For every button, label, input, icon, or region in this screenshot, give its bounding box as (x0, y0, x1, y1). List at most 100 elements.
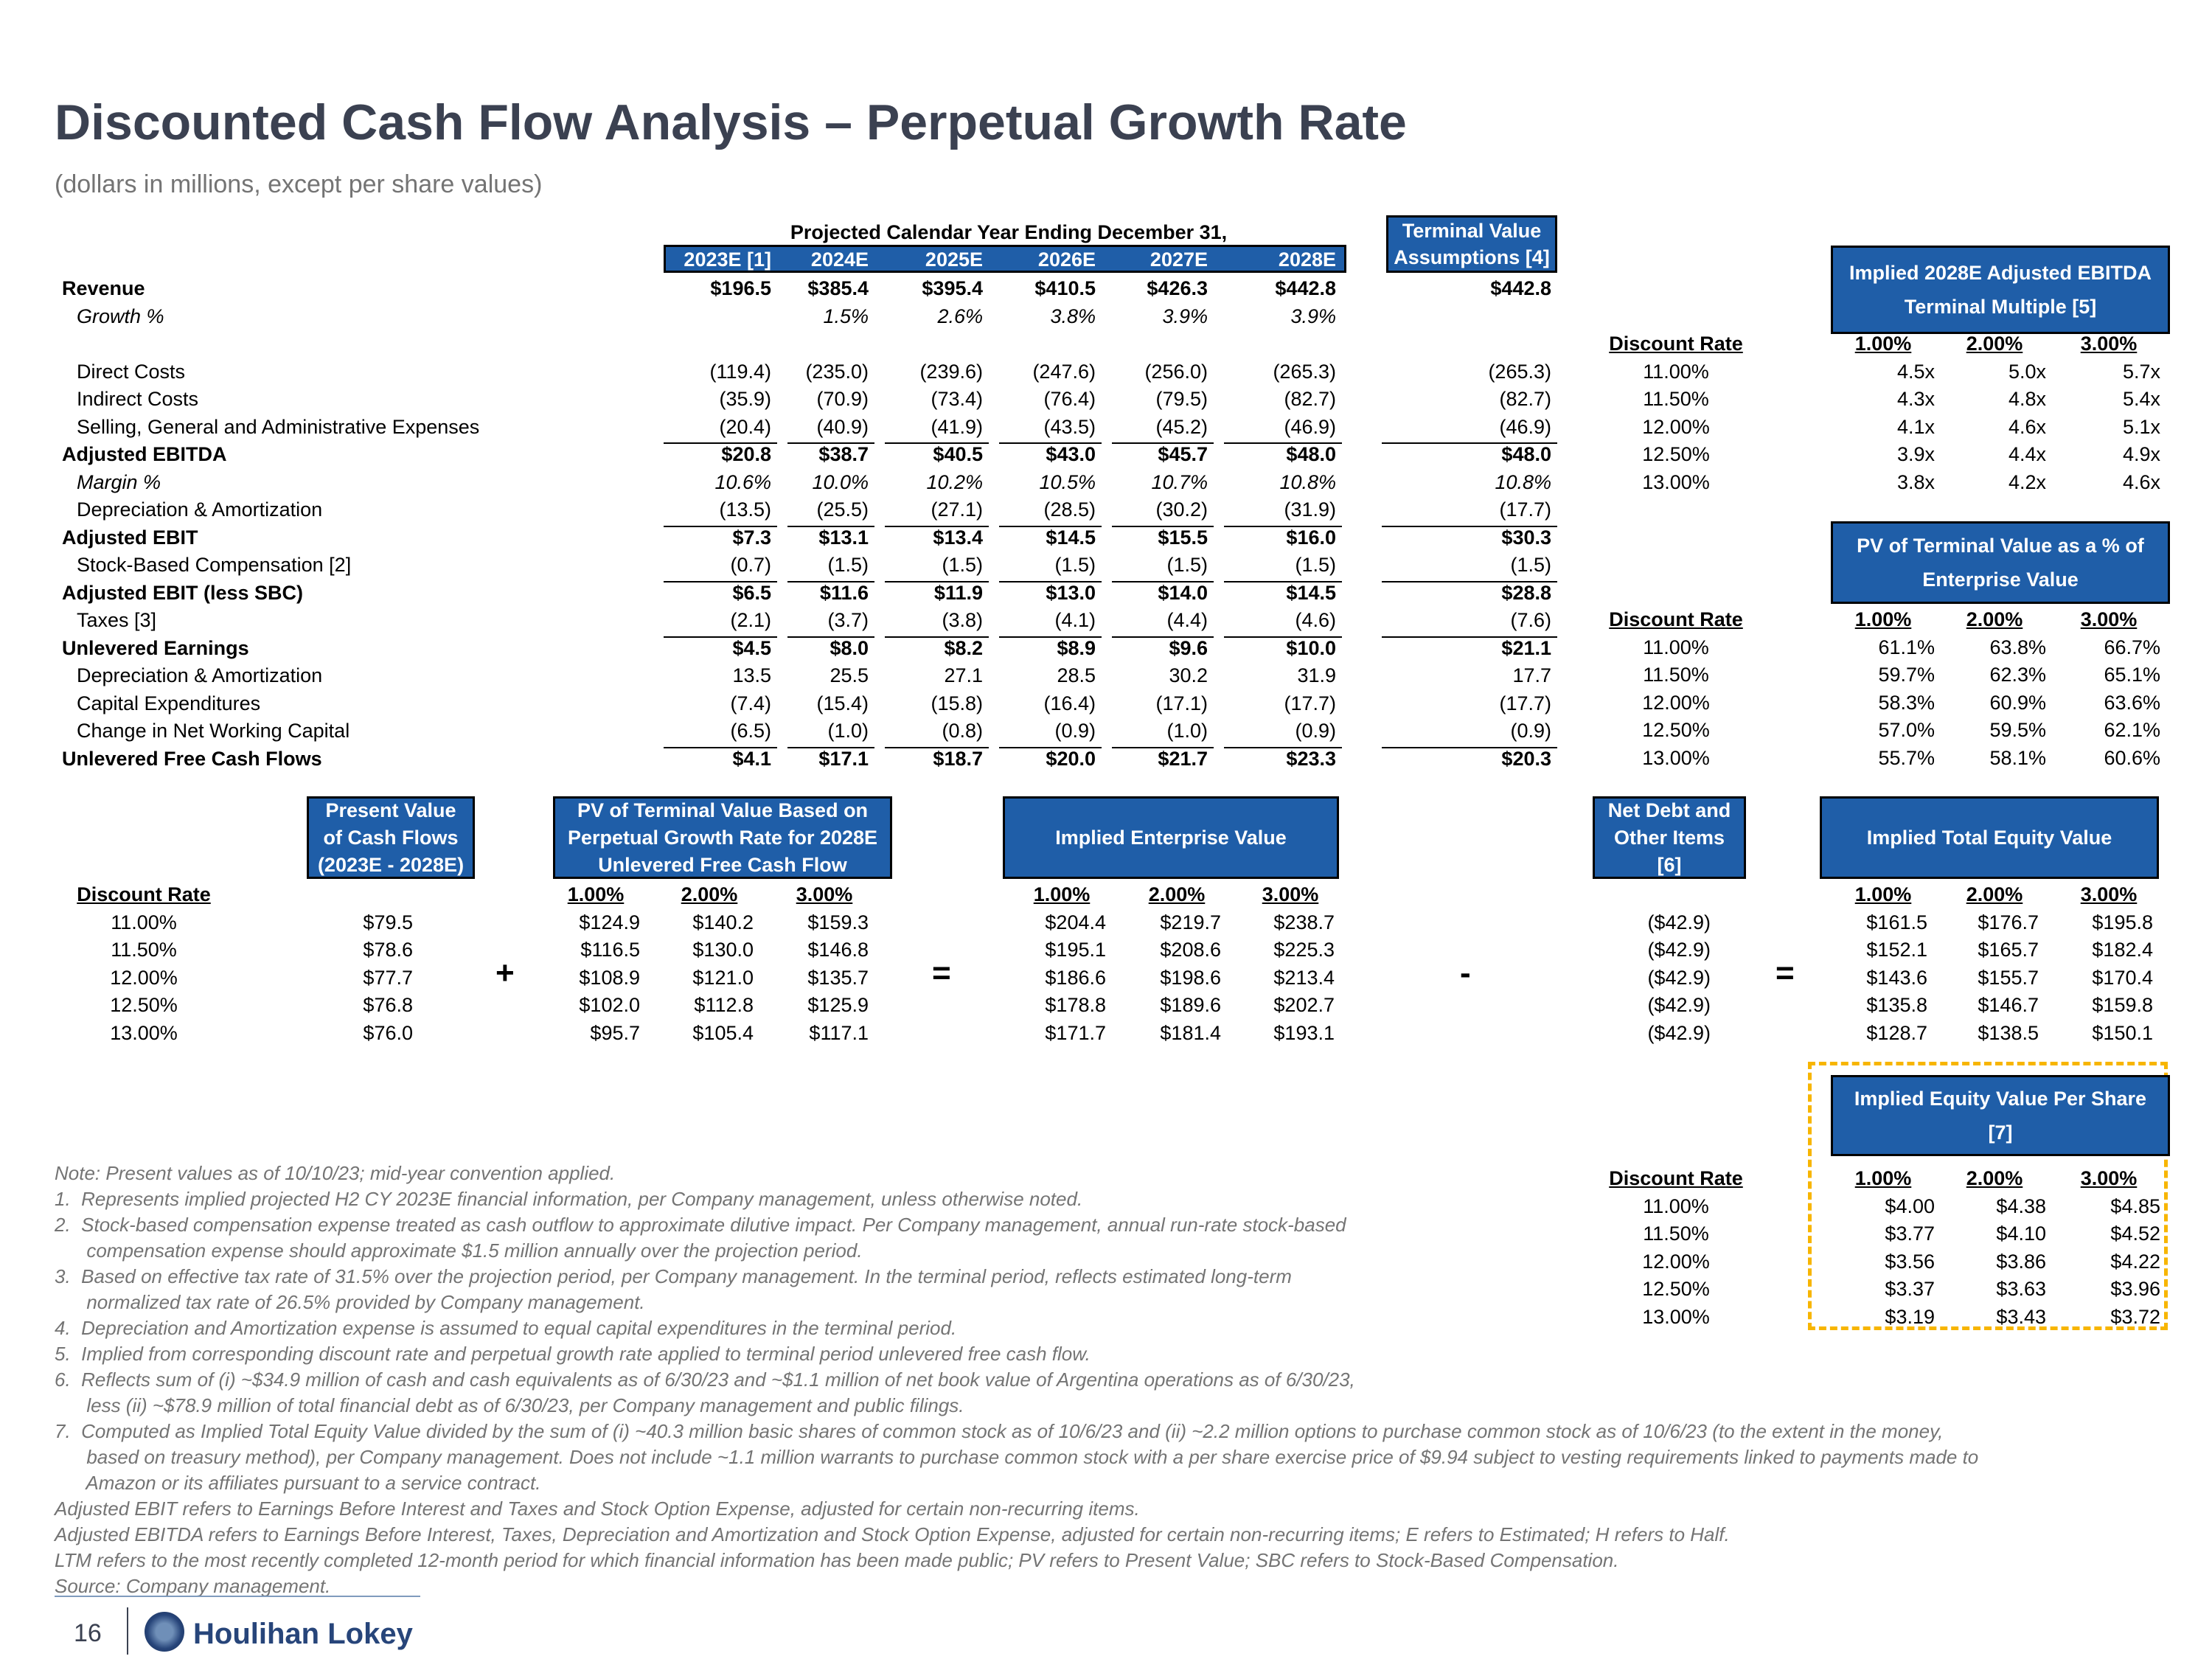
row-label: Capital Expenditures (77, 692, 261, 714)
row-value: (35.9) (719, 388, 771, 410)
row-value: 28.5 (1057, 664, 1096, 686)
row-value: 3.9% (1290, 305, 1336, 327)
row-value: 3.9% (1162, 305, 1208, 327)
year-header: 2025E (925, 248, 983, 271)
row-value: 25.5 (830, 664, 869, 686)
ev-value: $178.8 (1045, 994, 1106, 1016)
total-rule (1112, 442, 1214, 444)
sensitivity-value: 4.4x (2008, 443, 2046, 465)
ev-growth-header: 3.00% (1262, 883, 1319, 905)
row-value: 1.5% (823, 305, 869, 327)
pv-tv-value: $112.8 (694, 994, 754, 1016)
total-rule (787, 526, 874, 527)
pv-tv-value: $146.8 (807, 939, 869, 961)
growth-rate-header: 1.00% (1854, 333, 1912, 355)
terminal-value: (46.9) (1499, 416, 1551, 438)
sensitivity-value: 63.8% (1989, 636, 2046, 658)
row-value: (45.2) (1155, 416, 1208, 438)
row-value: (20.4) (719, 416, 771, 438)
sensitivity-value: 4.6x (2122, 471, 2160, 493)
ev-value: $213.4 (1273, 967, 1335, 989)
equals-operator-1: = (932, 955, 951, 991)
footnote-line: normalized tax rate of 26.5% provided by… (55, 1291, 645, 1313)
total-rule (787, 581, 874, 582)
row-value: 10.2% (926, 471, 983, 493)
total-rule (1224, 636, 1342, 638)
ev-value: $198.6 (1160, 967, 1221, 989)
sensitivity-value: $4.52 (2110, 1222, 2160, 1245)
growth-rate-header: 2.00% (1966, 1167, 2023, 1189)
row-value: (235.0) (805, 361, 869, 383)
footnote-line: Note: Present values as of 10/10/23; mid… (55, 1162, 616, 1184)
eq-value: $195.8 (2092, 911, 2153, 933)
footer-rule (55, 1596, 420, 1597)
terminal-value: $442.8 (1490, 277, 1551, 299)
discount-rate: 12.50% (1642, 1278, 1710, 1300)
sensitivity-value: 4.8x (2008, 388, 2046, 410)
terminal-value: 17.7 (1512, 664, 1551, 686)
ev-value: $208.6 (1160, 939, 1221, 961)
discount-rate: 11.50% (1643, 664, 1709, 686)
total-rule (1112, 636, 1214, 638)
pv-cash-flows-title: Present Value of Cash Flows (2023E - 202… (317, 799, 465, 876)
total-rule (1382, 747, 1557, 748)
pv-tv-value: $135.7 (807, 967, 869, 989)
sensitivity-value: 62.1% (2104, 719, 2160, 741)
growth-rate-header: 3.00% (2080, 608, 2138, 630)
row-value: (73.4) (931, 388, 983, 410)
pv-tv-value: $124.9 (579, 911, 640, 933)
discount-rate: 12.00% (1642, 692, 1710, 714)
terminal-value: $48.0 (1501, 443, 1551, 465)
row-value: $6.5 (732, 582, 771, 604)
sensitivity-value: 4.3x (1896, 388, 1935, 410)
discount-rate: 11.00% (111, 911, 177, 933)
pv-tv-value: $125.9 (807, 994, 869, 1016)
ev-value: $193.1 (1273, 1022, 1335, 1044)
minus-operator: - (1460, 955, 1471, 991)
sensitivity-value: $3.43 (1996, 1306, 2046, 1328)
row-value: 10.0% (812, 471, 869, 493)
total-rule (1382, 526, 1557, 527)
eq-value: $159.8 (2092, 994, 2153, 1016)
sensitivity-value: 3.9x (1896, 443, 1935, 465)
eq-growth-header: 2.00% (1966, 883, 2023, 905)
row-value: (1.5) (827, 554, 869, 576)
row-value: 10.5% (1039, 471, 1096, 493)
pv-tv-value: $121.0 (692, 967, 754, 989)
pv-tv-value: $140.2 (692, 911, 754, 933)
ev-growth-header: 1.00% (1033, 883, 1091, 905)
row-value: (119.4) (709, 361, 771, 383)
total-rule (664, 747, 777, 748)
eq-value: $155.7 (1978, 967, 2039, 989)
eq-value: $170.4 (2092, 967, 2153, 989)
plus-operator: + (495, 955, 515, 991)
footnote-line: 6. Reflects sum of (i) ~$34.9 million of… (55, 1368, 1355, 1391)
row-value: $14.5 (1046, 526, 1096, 549)
ev-value: $225.3 (1273, 939, 1335, 961)
row-value: (0.7) (730, 554, 771, 576)
row-value: (27.1) (931, 498, 983, 521)
houlihan-logo-text: Houlihan Lokey (193, 1618, 413, 1650)
eq-value: $176.7 (1978, 911, 2039, 933)
row-value: $7.3 (732, 526, 771, 549)
row-value: 2.6% (937, 305, 983, 327)
row-label: Direct Costs (77, 361, 186, 383)
total-rule (1224, 581, 1342, 582)
row-value: (30.2) (1155, 498, 1208, 521)
year-header: 2028E (1278, 248, 1336, 271)
total-rule (1224, 747, 1342, 748)
row-label: Depreciation & Amortization (77, 664, 323, 686)
row-value: $21.7 (1158, 748, 1208, 770)
row-value: (4.1) (1054, 609, 1096, 631)
sensitivity-value: 4.9x (2122, 443, 2160, 465)
row-value: (3.8) (942, 609, 983, 631)
row-value: $18.7 (933, 748, 983, 770)
total-rule (1112, 747, 1214, 748)
row-value: $8.2 (944, 637, 983, 659)
sensitivity-value: $3.96 (2110, 1278, 2160, 1300)
per-share-highlight (1808, 1062, 2168, 1330)
ev-value: $202.7 (1273, 994, 1335, 1016)
terminal-value: (7.6) (1510, 609, 1551, 631)
row-value: (7.4) (730, 692, 771, 714)
pv-tv-value: $159.3 (807, 911, 869, 933)
